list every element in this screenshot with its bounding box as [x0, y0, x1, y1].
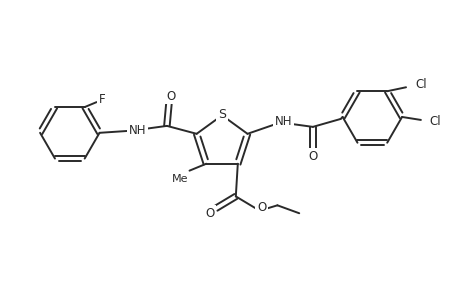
Text: NH: NH: [274, 116, 291, 128]
Text: O: O: [308, 150, 317, 163]
Text: O: O: [205, 207, 214, 220]
Text: O: O: [257, 201, 266, 214]
Text: Cl: Cl: [414, 78, 425, 91]
Text: NH: NH: [128, 124, 146, 137]
Text: Cl: Cl: [429, 116, 441, 128]
Text: F: F: [99, 93, 106, 106]
Text: Me: Me: [172, 174, 189, 184]
Text: S: S: [218, 108, 225, 121]
Text: O: O: [166, 90, 175, 103]
